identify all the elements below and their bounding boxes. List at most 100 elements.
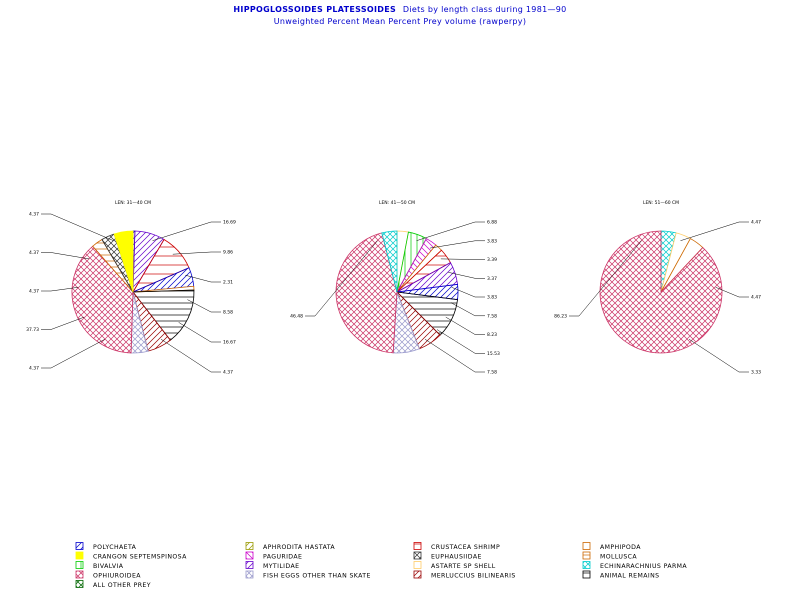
leader-line — [305, 240, 378, 317]
leader-line — [185, 274, 221, 283]
pie-slice-crangon — [113, 230, 134, 293]
leader-line — [172, 251, 221, 255]
pie-value-label: 4.37 — [223, 370, 233, 376]
legend-label: ASTARTE SP SHELL — [431, 563, 496, 570]
legend-label: MERLUCCIUS BILINEARIS — [431, 573, 516, 580]
pie-value-label: 7.58 — [487, 313, 497, 319]
legend-label: FISH EGGS OTHER THAN SKATE — [263, 573, 371, 580]
pie-value-label: 8.23 — [487, 332, 497, 338]
pie-value-label: 8.58 — [223, 310, 233, 316]
legend-label: AMPHIPODA — [600, 544, 641, 551]
pie-value-label: 3.83 — [487, 295, 497, 301]
legend-label: MYTILIDAE — [263, 563, 299, 570]
pie-value-label: 6.88 — [487, 220, 497, 226]
legend-label: ALL OTHER PREY — [93, 582, 151, 589]
legend-item-animal_remains: ANIMAL REMAINS — [582, 570, 659, 580]
pie-value-label: 7.58 — [487, 370, 497, 376]
leader-line — [429, 240, 485, 249]
leader-line — [41, 252, 90, 260]
legend-item-ophiuroidea: OPHIUROIDEA — [75, 570, 141, 580]
legend-item-aphrodita: APHRODITA HASTATA — [245, 542, 335, 551]
legend-label: OPHIUROIDEA — [93, 573, 141, 580]
legend-swatch — [582, 542, 591, 550]
legend-item-euphausiidae: EUPHAUSIIDAE — [413, 551, 481, 561]
leader-line — [41, 287, 79, 292]
legend-swatch — [413, 570, 422, 579]
legend-swatch — [582, 551, 591, 560]
leader-line — [41, 213, 114, 241]
pie-value-label: 3.37 — [487, 276, 497, 282]
legend-swatch — [245, 570, 254, 579]
legend-item-mytilidae: MYTILIDAE — [245, 561, 299, 570]
leader-line — [178, 322, 221, 343]
pie-3: LEN: 51—60 CM 4.47 4.47 3.33 86.23 — [554, 200, 761, 376]
pie-value-label: 46.48 — [290, 314, 303, 320]
leader-line — [715, 287, 749, 298]
leader-line — [160, 338, 221, 373]
leader-line — [448, 272, 485, 279]
pie-value-label: 4.47 — [751, 295, 761, 301]
leader-line — [680, 221, 749, 241]
leader-line — [424, 338, 485, 373]
leader-line — [569, 240, 642, 317]
pie-value-label: 86.23 — [554, 314, 567, 320]
legend-item-amphipoda: AMPHIPODA — [582, 542, 641, 551]
pie-value-label: 4.37 — [29, 212, 39, 218]
pie-2: LEN: 41—50 CM 6.88 3.83 3.39 3.37 3.83 7.58 8.2… — [290, 200, 500, 376]
pie-value-label: 4.37 — [29, 250, 39, 256]
pie-value-label: 2.31 — [223, 280, 233, 286]
legend-label: POLYCHAETA — [93, 544, 137, 551]
leader-line — [688, 338, 749, 373]
pie-slice-animal_remains — [132, 289, 195, 341]
legend-item-polychaeta: POLYCHAETA — [75, 542, 137, 551]
pie-value-label: 4.37 — [29, 289, 39, 295]
legend-label: ANIMAL REMAINS — [600, 573, 659, 580]
pies-group: LEN: 31—40 CM 16.69 9.86 2.31 8.58 16.67 4.37 4… — [26, 200, 761, 376]
pie-header: LEN: 31—40 CM — [115, 200, 151, 206]
pie-value-label: 16.69 — [223, 220, 236, 226]
chart-title-species: HIPPOGLOSSOIDES PLATESSOIDES — [233, 5, 396, 14]
pie-1: LEN: 31—40 CM 16.69 9.86 2.31 8.58 16.67 4.37 4… — [26, 200, 236, 376]
legend-item-paguridae: PAGURIDAE — [245, 551, 302, 561]
leader-line — [440, 258, 485, 260]
legend-swatch — [245, 542, 254, 550]
legend-swatch — [413, 542, 422, 550]
pie-header: LEN: 41—50 CM — [379, 200, 415, 206]
pie-value-label: 3.83 — [487, 238, 497, 244]
leader-line — [152, 221, 221, 241]
legend-swatch — [75, 551, 84, 560]
pie-value-label: 9.86 — [223, 250, 233, 256]
leader-line — [41, 316, 85, 330]
legend-label: ECHINARACHNIUS PARMA — [600, 563, 687, 570]
legend-swatch — [245, 551, 254, 560]
chart-title-rest: Diets by length class during 1981—90 — [403, 5, 567, 14]
leader-line — [41, 338, 106, 369]
legend-label: APHRODITA HASTATA — [263, 544, 335, 551]
legend-item-crangon: CRANGON SEPTEMSPINOSA — [75, 551, 187, 561]
pie-slice-echinarachnius — [381, 230, 398, 293]
pie-value-label: 4.47 — [751, 220, 761, 226]
legend-label: CRUSTACEA SHRIMP — [431, 544, 500, 551]
pie-value-label: 3.33 — [751, 370, 761, 376]
pie-value-label: 37.73 — [26, 327, 39, 333]
legend-swatch — [245, 561, 254, 569]
pie-header: LEN: 51—60 CM — [643, 200, 679, 206]
legend-swatch — [75, 580, 84, 588]
legend-swatch — [75, 561, 84, 569]
pie-value-label: 3.39 — [487, 257, 497, 263]
leader-line — [451, 287, 485, 298]
leader-line — [450, 302, 485, 317]
pie-value-label: 4.37 — [29, 366, 39, 372]
legend: POLYCHAETA APHRODITA HASTATA CRUSTACEA SHR… — [75, 542, 687, 589]
leader-line — [187, 299, 221, 313]
leader-line — [445, 316, 485, 335]
legend-item-merluccius: MERLUCCIUS BILINEARIS — [413, 570, 516, 580]
legend-item-crustacea_shrimp: CRUSTACEA SHRIMP — [413, 542, 500, 551]
leader-line — [416, 221, 485, 241]
legend-item-mollusca: MOLLUSCA — [582, 551, 637, 561]
pie-slice-ophiuroidea — [71, 245, 134, 354]
legend-swatch — [582, 570, 591, 579]
legend-swatch — [75, 570, 84, 579]
